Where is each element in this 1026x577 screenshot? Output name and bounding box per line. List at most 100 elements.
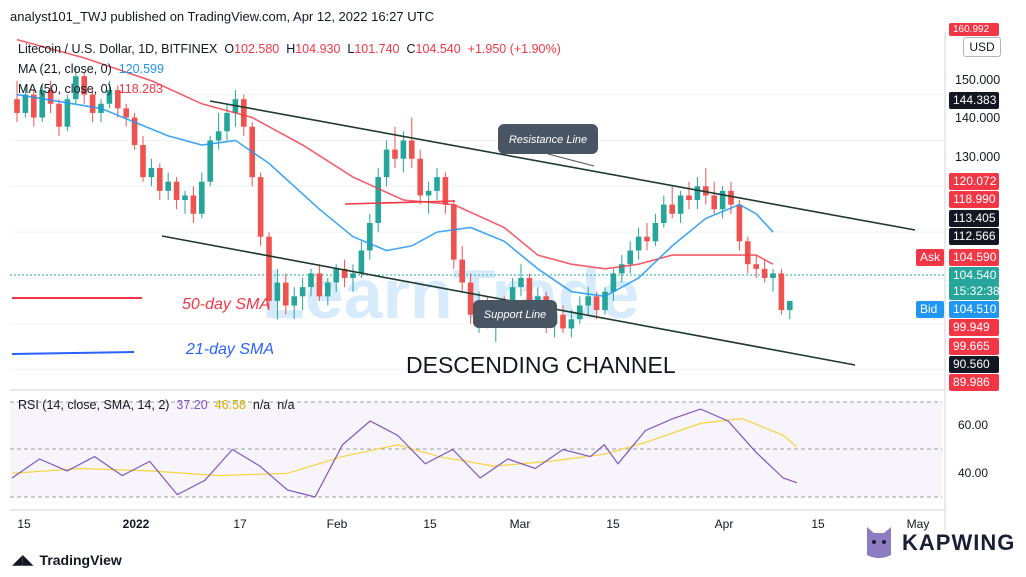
price-chart[interactable]: LearnTrade 50-day SMA 21-day SMA DESCEND…	[0, 0, 1026, 547]
candle-body	[257, 177, 264, 237]
moving-averages	[16, 38, 774, 298]
candle-body	[367, 222, 373, 251]
time-label: 15	[606, 517, 620, 531]
open-value: 102.580	[234, 42, 280, 56]
candle-body	[467, 282, 474, 315]
candle-body	[299, 287, 306, 297]
price-tag-90: 90.560	[949, 356, 999, 373]
candle-body	[425, 190, 432, 196]
candle-body	[778, 273, 785, 311]
candle-body	[140, 145, 146, 178]
candle-body	[694, 186, 701, 201]
candle-body	[308, 273, 314, 288]
last-price: 104.540	[949, 267, 999, 284]
candle-body	[207, 140, 213, 182]
h-label: H	[286, 42, 296, 56]
candle-body	[770, 273, 776, 278]
candle-body	[291, 296, 297, 306]
candle-body	[182, 195, 188, 201]
candle-body	[266, 236, 272, 301]
rsi-value: 37.20	[176, 398, 208, 412]
candle-body	[442, 177, 449, 205]
candle-body	[703, 186, 709, 196]
candle-body	[350, 273, 356, 278]
candle-body	[199, 181, 205, 214]
resistance-callout-text: Resistance Line	[509, 134, 587, 146]
watermark: LearnTrade	[262, 255, 639, 333]
candle-body	[375, 177, 381, 223]
time-label: 15	[17, 517, 31, 531]
candle-body	[677, 195, 684, 214]
rsi-label: RSI (14, close, SMA, 14, 2)	[18, 398, 170, 412]
resistance-callout: Resistance Line	[498, 124, 598, 167]
candle-body	[47, 90, 54, 104]
candle-body	[593, 296, 600, 311]
support-callout-text: Support Line	[484, 309, 546, 321]
price-tag-99b: 99.665	[949, 338, 999, 355]
candle-body	[518, 277, 524, 288]
candle-body	[131, 117, 138, 146]
candle-body	[274, 282, 281, 301]
price-tag-120: 120.072	[949, 173, 999, 190]
ma21-value: 120.599	[118, 62, 164, 76]
rsi-tick-60: 60.00	[958, 418, 988, 432]
candle-body	[190, 195, 197, 214]
bar-countdown: 15:32:38	[949, 283, 1000, 300]
ma21-label: MA (21, close, 0)	[18, 62, 112, 76]
time-label: 2022	[123, 517, 150, 531]
ma50-label: MA (50, close, 0)	[18, 82, 112, 96]
candle-body	[451, 204, 457, 260]
candle-body	[610, 273, 617, 292]
candle-body	[753, 264, 759, 269]
candle-body	[627, 250, 633, 265]
time-label: Feb	[327, 517, 348, 531]
candle-body	[745, 241, 751, 265]
ma21-line	[16, 93, 774, 298]
c-label: C	[406, 42, 416, 56]
candle-body	[417, 158, 423, 196]
close-value: 104.540	[415, 42, 461, 56]
rsi-na-1: n/a	[252, 398, 271, 412]
candle-body	[635, 236, 642, 251]
channel-label: DESCENDING CHANNEL	[406, 352, 676, 378]
price-tag-112: 112.566	[949, 228, 999, 245]
symbol-name: Litecoin / U.S. Dollar, 1D, BITFINEX	[18, 42, 218, 56]
price-tag-118: 118.990	[949, 191, 999, 208]
time-label: 15	[811, 517, 825, 531]
candle-body	[325, 282, 331, 297]
candle-body	[148, 167, 155, 178]
tradingview-mark-icon: ◢◣	[12, 551, 34, 567]
candle-body	[123, 108, 129, 118]
candle-body	[409, 140, 415, 159]
candle-body	[669, 204, 675, 214]
candle-body	[644, 236, 650, 242]
candle-body	[560, 314, 566, 329]
currency-button[interactable]: USD	[963, 37, 1001, 57]
price-tag-89: 89.986	[949, 374, 999, 391]
candle-body	[56, 103, 62, 127]
time-label: 15	[423, 517, 437, 531]
ma50-line	[16, 38, 774, 270]
bid-price: 104.510	[949, 301, 999, 318]
price-tick-130: 130.000	[955, 150, 1001, 164]
time-label: Mar	[510, 517, 531, 531]
rsi-line	[11, 408, 798, 498]
time-axis: 15 2022 17 Feb 15 Mar 15 Apr 15 May	[17, 517, 929, 531]
support-callout: Support Line	[473, 300, 557, 328]
candle-body	[568, 319, 575, 329]
price-tick-150: 150.000	[955, 73, 1001, 87]
candle-body	[341, 268, 348, 278]
candle-body	[165, 181, 171, 191]
candle-body	[434, 177, 440, 191]
price-tick-140: 140.000	[955, 111, 1001, 125]
candle-body	[392, 149, 398, 159]
price-tag-144: 144.383	[949, 92, 999, 109]
candle-body	[22, 94, 29, 113]
price-tag-99a: 99.949	[949, 319, 999, 336]
candle-body	[526, 277, 533, 306]
bid-label: Bid	[916, 301, 944, 318]
tradingview-logo[interactable]: ◢◣ TradingView	[12, 551, 122, 568]
sma21-label: 21-day SMA	[185, 341, 274, 358]
rsi-tick-40: 40.00	[958, 466, 988, 480]
candle-body	[316, 273, 323, 297]
